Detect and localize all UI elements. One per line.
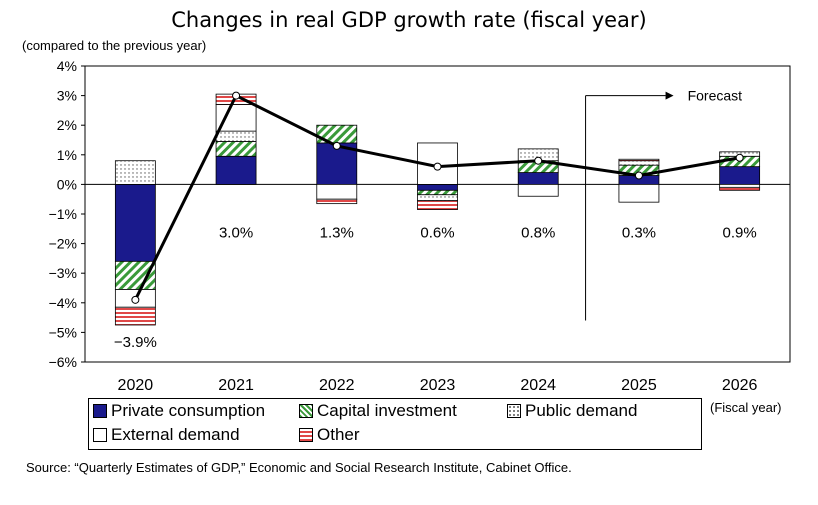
total-growth-label: 3.0% bbox=[219, 225, 253, 242]
bar-segment-external-demand bbox=[215, 104, 257, 132]
chart-title: Changes in real GDP growth rate (fiscal … bbox=[171, 8, 647, 32]
x-tick-label: 2021 bbox=[218, 377, 254, 394]
bar-segment-other bbox=[719, 186, 761, 191]
bar-segment-other bbox=[618, 158, 660, 162]
total-growth-label: 0.6% bbox=[420, 225, 454, 242]
legend-item-external-demand: External demand bbox=[93, 425, 240, 445]
legend-label: Public demand bbox=[525, 401, 638, 420]
y-tick-label: −2% bbox=[49, 236, 77, 252]
y-tick-label: 0% bbox=[57, 176, 77, 192]
legend-swatch bbox=[299, 404, 313, 418]
bar-segment-private-consumption bbox=[215, 155, 257, 185]
x-axis-unit-label: (Fiscal year) bbox=[710, 400, 782, 415]
x-tick-label: 2020 bbox=[118, 377, 154, 394]
bar-segment-external-demand bbox=[719, 183, 761, 188]
bar-segment-other bbox=[316, 198, 358, 205]
total-growth-point bbox=[332, 141, 341, 150]
bar-segment-external-demand bbox=[517, 183, 559, 197]
bar-segment-capital-investment bbox=[215, 141, 257, 157]
bar-segment-private-consumption bbox=[417, 183, 458, 191]
legend-item-capital-investment: Capital investment bbox=[299, 401, 457, 421]
bar-segment-public-demand bbox=[215, 130, 257, 142]
bar-segment-private-consumption bbox=[114, 183, 156, 262]
legend: Private consumption Capital investment P… bbox=[88, 398, 702, 450]
legend-label: Capital investment bbox=[317, 401, 457, 420]
total-growth-point bbox=[131, 295, 140, 304]
bar-segment-other bbox=[114, 306, 156, 326]
total-growth-point bbox=[735, 153, 744, 162]
total-growth-label: 0.9% bbox=[723, 225, 757, 242]
x-tick-label: 2022 bbox=[319, 377, 355, 394]
legend-swatch bbox=[299, 428, 313, 442]
x-tick-label: 2024 bbox=[520, 377, 556, 394]
legend-swatch bbox=[93, 404, 107, 418]
plot-frame bbox=[84, 65, 791, 363]
y-tick-label: 3% bbox=[57, 88, 77, 104]
bar-segment-private-consumption bbox=[719, 166, 761, 185]
x-tick-label: 2026 bbox=[722, 377, 758, 394]
total-growth-label: −3.9% bbox=[114, 334, 157, 351]
total-growth-label: 1.3% bbox=[320, 225, 354, 242]
y-tick-label: −5% bbox=[49, 324, 77, 340]
total-growth-label: 0.3% bbox=[622, 225, 656, 242]
y-tick-label: −6% bbox=[49, 354, 77, 370]
bar-segment-external-demand bbox=[618, 183, 660, 203]
x-tick-label: 2025 bbox=[621, 377, 657, 394]
bar-segment-public-demand bbox=[417, 194, 458, 202]
legend-swatch bbox=[93, 428, 107, 442]
bar-segment-capital-investment bbox=[417, 189, 458, 196]
x-tick-label: 2023 bbox=[420, 377, 456, 394]
total-growth-label: 0.8% bbox=[521, 225, 555, 242]
y-tick-label: −3% bbox=[49, 265, 77, 281]
legend-label: External demand bbox=[111, 425, 240, 444]
legend-item-public-demand: Public demand bbox=[507, 401, 637, 421]
y-tick-label: −4% bbox=[49, 295, 77, 311]
legend-item-private-consumption: Private consumption bbox=[93, 401, 265, 421]
y-axis-unit-label: (compared to the previous year) bbox=[22, 38, 207, 53]
total-growth-point bbox=[232, 91, 241, 100]
bar-segment-external-demand bbox=[316, 183, 358, 200]
legend-label: Other bbox=[317, 425, 360, 444]
bar-segment-private-consumption bbox=[517, 172, 559, 185]
legend-label: Private consumption bbox=[111, 401, 266, 420]
source-note: Source: “Quarterly Estimates of GDP,” Ec… bbox=[26, 460, 572, 475]
total-growth-point bbox=[634, 171, 643, 180]
legend-item-other: Other bbox=[299, 425, 360, 445]
bar-segment-other bbox=[417, 200, 458, 210]
forecast-label: Forecast bbox=[688, 88, 743, 104]
y-tick-label: 4% bbox=[57, 58, 77, 74]
y-tick-label: 2% bbox=[57, 117, 77, 133]
y-tick-label: 1% bbox=[57, 147, 77, 163]
y-tick-label: −1% bbox=[49, 206, 77, 222]
legend-swatch bbox=[507, 404, 521, 418]
forecast-arrowhead bbox=[665, 91, 674, 100]
bar-segment-capital-investment bbox=[114, 260, 156, 290]
bar-segment-public-demand bbox=[114, 160, 156, 185]
total-growth-point bbox=[433, 162, 442, 171]
total-growth-point bbox=[534, 156, 543, 165]
bar-segment-public-demand bbox=[618, 160, 660, 166]
